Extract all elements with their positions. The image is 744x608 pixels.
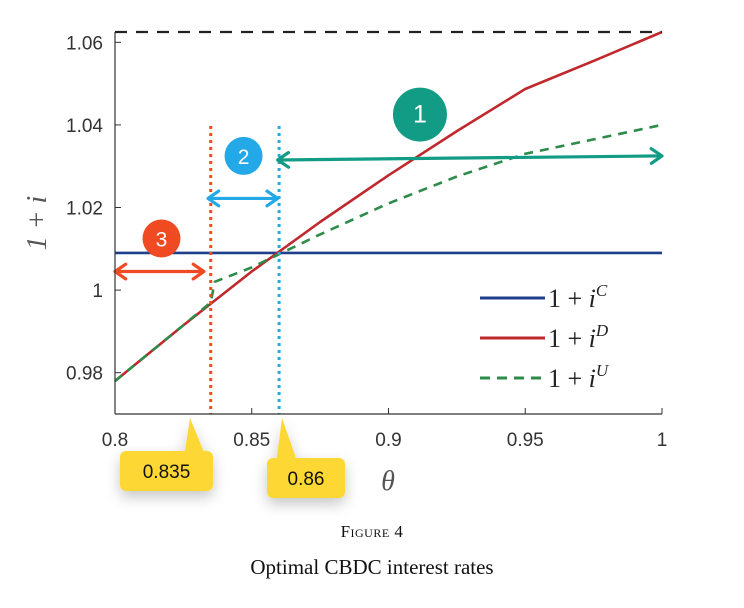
region-annotations: 1 2 3 (113, 87, 664, 281)
axis-ticks: 0.8 0.85 0.9 0.95 1 0.98 1 1.02 1.04 1.06 (66, 33, 667, 451)
x-axis-label: θ (381, 466, 395, 497)
legend-label-variable: i (589, 324, 596, 353)
y-tick-label: 1.06 (66, 33, 103, 54)
legend-label: 1 + iD (548, 321, 609, 353)
legend-label-base: 1 + (548, 324, 589, 353)
x-tick-label: 0.8 (102, 430, 128, 451)
y-tick-label: 0.98 (66, 364, 103, 385)
region-badge-label: 1 (413, 101, 427, 129)
y-axis-label: 1 + i (22, 196, 53, 251)
region-arrow-head (265, 189, 280, 208)
threshold-tag (267, 418, 345, 498)
series-layer (114, 30, 663, 383)
threshold-tag-box (267, 458, 345, 498)
threshold-tag-label: 0.835 (143, 462, 191, 483)
region-badge (224, 136, 263, 175)
threshold-tags: 0.835 0.86 (120, 418, 345, 498)
y-tick-label: 1.02 (66, 199, 103, 220)
y-tick-label: 1 (92, 281, 103, 302)
legend: 1 + iC1 + iD1 + iU (480, 281, 610, 393)
axes-frame (114, 32, 662, 415)
y-tick-label: 1.04 (66, 116, 103, 137)
figure-label: Figure 4 (340, 522, 404, 541)
legend-label-base: 1 + (548, 284, 589, 313)
series-line-1-i-u (114, 123, 663, 383)
legend-label-superscript: D (595, 321, 609, 340)
threshold-tag (120, 418, 213, 491)
region-arrow-head (191, 262, 206, 281)
region-arrow-head (276, 151, 291, 169)
legend-label-base: 1 + (548, 364, 589, 393)
x-tick-label: 0.95 (507, 430, 544, 451)
x-tick-label: 0.85 (233, 430, 270, 451)
threshold-tag-box (120, 451, 213, 491)
threshold-tag-pointer (184, 418, 206, 457)
figure-title: Optimal CBDC interest rates (250, 555, 494, 579)
region-badge-label: 3 (156, 228, 168, 251)
legend-label-superscript: C (596, 281, 608, 300)
plot-background (115, 32, 662, 414)
x-tick-label: 0.9 (375, 430, 401, 451)
chart: 0.8 0.85 0.9 0.95 1 0.98 1 1.02 1.04 1.06 1 2 3 1 +… (22, 30, 667, 498)
threshold-tag-pointer (276, 418, 298, 464)
legend-label-superscript: U (596, 361, 610, 380)
threshold-lines (209, 126, 281, 414)
region-arrow-shaft (277, 154, 663, 162)
legend-label-variable: i (589, 364, 596, 393)
region-badge-label: 2 (238, 146, 250, 169)
region-badge (392, 87, 447, 142)
legend-label: 1 + iU (548, 361, 610, 393)
threshold-tag-label: 0.86 (288, 469, 325, 490)
legend-label-variable: i (589, 284, 596, 313)
region-arrow-head (649, 147, 664, 165)
x-tick-label: 1 (657, 430, 668, 451)
legend-label: 1 + iC (548, 281, 608, 313)
region-badge (142, 219, 181, 258)
region-arrow-head (206, 189, 221, 208)
